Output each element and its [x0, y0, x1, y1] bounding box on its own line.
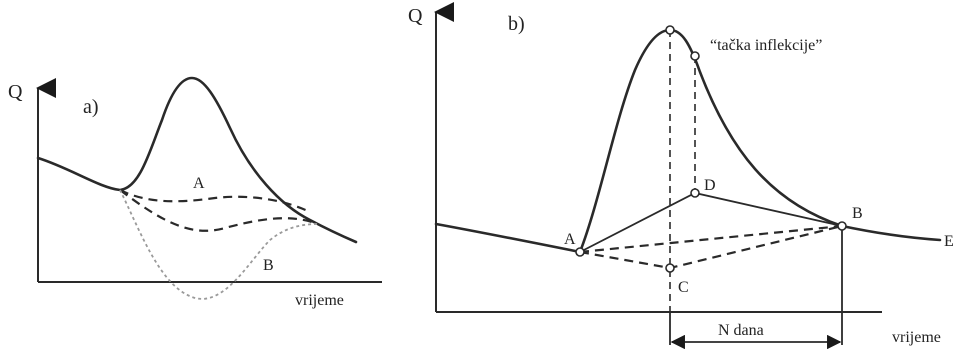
panel-b-point-b — [837, 221, 847, 231]
panel-b-line-a-d-b — [579, 192, 843, 253]
panel-b-title: b) — [508, 13, 525, 35]
panel-b-x-axis-label: vrijeme — [892, 329, 941, 346]
panel-a-separation-curve-mid — [119, 189, 313, 232]
panel-b-inflection-label: “tačka inflekcije” — [710, 37, 822, 54]
panel-a-curve-label-b: B — [263, 257, 274, 274]
panel-b-inflection-point — [690, 51, 700, 61]
panel-b-label-c: C — [678, 279, 689, 296]
panel-a-y-axis-label: Q — [8, 81, 23, 103]
panel-a: Q a) vrijeme A B — [8, 76, 382, 309]
panel-b-y-axis-label: Q — [408, 5, 423, 27]
panel-b-hydrograph — [434, 28, 942, 254]
panel-a-separation-curve-b — [119, 189, 319, 300]
panel-b-label-e: E — [944, 233, 954, 250]
panel-a-separation-curve-a — [119, 189, 311, 213]
panel-b-point-c — [665, 263, 675, 273]
panel-b-point-d — [690, 188, 700, 198]
panel-b-label-d: D — [704, 177, 716, 194]
panel-b-label-b: B — [852, 205, 863, 222]
panel-b-point-a — [575, 247, 585, 257]
panel-a-title: a) — [83, 96, 99, 118]
panel-b-label-a: A — [564, 231, 576, 248]
panel-b-line-a-b — [579, 224, 843, 254]
panel-a-curve-label-a: A — [193, 175, 205, 192]
panel-b-peak-point — [665, 25, 675, 35]
panel-b-interval-label: N dana — [718, 322, 764, 339]
panel-a-x-axis-label: vrijeme — [295, 292, 344, 309]
panel-a-hydrograph — [36, 76, 358, 244]
panel-b: Q b) vrijeme N dana “tačka inflekcije” A… — [408, 2, 954, 350]
